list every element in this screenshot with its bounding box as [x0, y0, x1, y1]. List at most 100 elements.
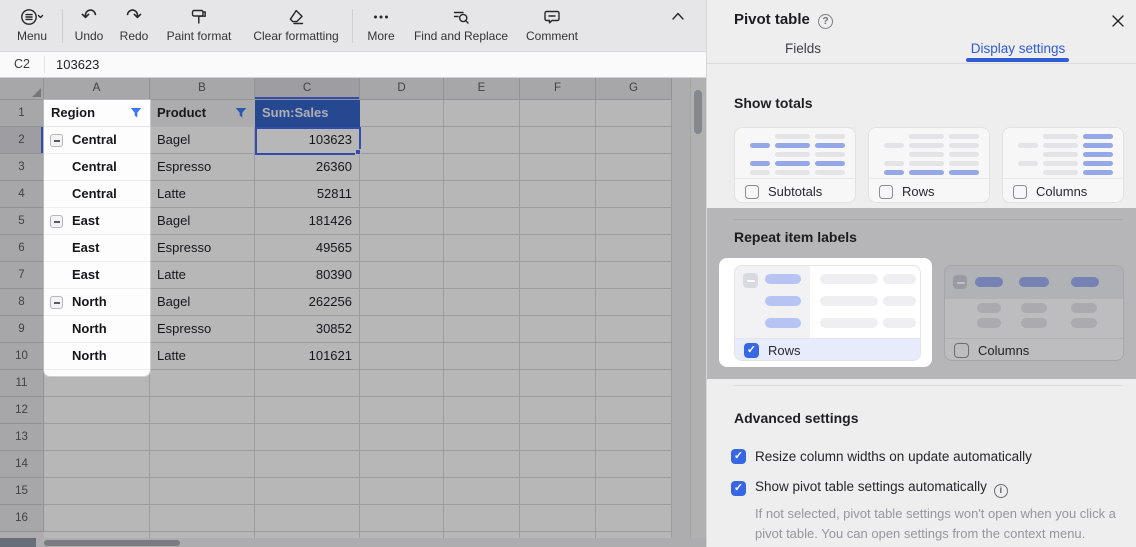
filter-icon[interactable] — [130, 107, 142, 119]
paint-format-button[interactable]: Paint format — [158, 5, 240, 49]
cell-b4[interactable]: Latte — [157, 186, 186, 201]
collapse-group-icon[interactable] — [50, 296, 63, 309]
cell-name-box[interactable]: C2 — [14, 57, 30, 71]
row-header-14[interactable]: 14 — [0, 451, 44, 478]
product-header-label: Product — [157, 105, 207, 120]
vertical-scrollbar[interactable] — [690, 78, 706, 538]
cell-c6[interactable]: 49565 — [315, 240, 352, 255]
toolbar-separator — [62, 9, 63, 43]
rows-totals-checkbox[interactable] — [879, 184, 893, 199]
comment-button[interactable]: Comment — [518, 5, 586, 49]
row-header-8[interactable]: 8 — [0, 289, 44, 316]
row-header-7[interactable]: 7 — [0, 262, 44, 289]
cell-a1-region-header[interactable]: Region — [44, 100, 150, 127]
row-header-12[interactable]: 12 — [0, 397, 44, 424]
cell-a2[interactable]: Central — [44, 127, 150, 154]
region-header-label: Region — [51, 105, 96, 120]
info-icon[interactable]: i — [993, 484, 1008, 498]
cell-c4[interactable]: 52811 — [316, 186, 352, 201]
resize-columns-option[interactable]: Resize column widths on update automatic… — [731, 449, 1032, 464]
column-header-g[interactable]: G — [596, 78, 672, 100]
select-all-corner[interactable] — [0, 78, 44, 100]
repeat-item-labels-heading: Repeat item labels — [734, 229, 857, 245]
cell-c1-values-header[interactable]: Sum:Sales — [255, 100, 360, 127]
column-header-d[interactable]: D — [360, 78, 444, 100]
columns-totals-checkbox[interactable] — [1013, 184, 1027, 199]
cell-a7[interactable]: East — [44, 262, 150, 289]
cell-a6[interactable]: East — [44, 235, 150, 262]
cell-b6[interactable]: Espresso — [157, 240, 212, 255]
toolbar-separator — [352, 9, 353, 43]
vertical-scrollbar-thumb[interactable] — [694, 90, 702, 134]
column-header-f[interactable]: F — [520, 78, 596, 100]
cell-c5[interactable]: 181426 — [308, 213, 352, 228]
resize-columns-checkbox[interactable] — [731, 449, 746, 464]
clear-formatting-button[interactable]: Clear formatting — [242, 5, 350, 49]
cell-c7[interactable]: 80390 — [315, 267, 352, 282]
row-header-1[interactable]: 1 — [0, 100, 44, 127]
close-icon[interactable] — [1109, 12, 1127, 30]
cell-a3[interactable]: Central — [44, 154, 150, 181]
collapse-group-icon[interactable] — [50, 215, 63, 228]
cell-a10[interactable]: North — [44, 343, 150, 370]
cell-a8[interactable]: North — [44, 289, 150, 316]
more-button[interactable]: More — [356, 5, 406, 49]
row-header-10[interactable]: 10 — [0, 343, 44, 370]
row-header-15[interactable]: 15 — [0, 478, 44, 505]
column-header-a[interactable]: A — [44, 78, 150, 100]
subtotals-checkbox[interactable] — [745, 184, 759, 199]
show-totals-subtotals-card[interactable]: Subtotals — [734, 127, 856, 203]
filter-icon[interactable] — [235, 107, 247, 119]
undo-button[interactable]: ↶ Undo — [66, 5, 112, 49]
row-header-6[interactable]: 6 — [0, 235, 44, 262]
collapse-group-icon[interactable] — [50, 134, 63, 147]
cell-c9[interactable]: 30852 — [315, 321, 352, 336]
row-header-5[interactable]: 5 — [0, 208, 44, 235]
region-label: East — [72, 213, 100, 228]
row-header-3[interactable]: 3 — [0, 154, 44, 181]
horizontal-scrollbar[interactable] — [36, 538, 706, 547]
tab-display-settings[interactable]: Display settings — [970, 41, 1066, 56]
repeat-rows-checkbox[interactable] — [744, 343, 759, 358]
cell-b9[interactable]: Espresso — [157, 321, 212, 336]
cell-a5[interactable]: East — [44, 208, 150, 235]
find-replace-button[interactable]: Find and Replace — [406, 5, 516, 49]
repeat-rows-card[interactable]: Rows — [734, 265, 921, 361]
column-header-e[interactable]: E — [444, 78, 520, 100]
repeat-columns-card[interactable]: Columns — [944, 265, 1124, 361]
row-header-2[interactable]: 2 — [0, 127, 44, 154]
repeat-columns-checkbox[interactable] — [954, 343, 969, 358]
row-header-13[interactable]: 13 — [0, 424, 44, 451]
column-header-c[interactable]: C — [255, 78, 360, 100]
cell-b10[interactable]: Latte — [157, 348, 186, 363]
redo-button[interactable]: ↷ Redo — [112, 5, 156, 49]
menu-button[interactable]: Menu — [6, 5, 58, 49]
cell-b7[interactable]: Latte — [157, 267, 186, 282]
show-settings-checkbox[interactable] — [731, 481, 746, 496]
horizontal-scrollbar-thumb[interactable] — [44, 539, 180, 546]
cell-b5[interactable]: Bagel — [157, 213, 191, 228]
cell-b3[interactable]: Espresso — [157, 159, 212, 174]
cell-b8[interactable]: Bagel — [157, 294, 191, 309]
cell-c8[interactable]: 262256 — [308, 294, 352, 309]
cell-c10[interactable]: 101621 — [308, 348, 352, 363]
cell-c2[interactable]: 103623 — [308, 132, 352, 147]
row-header-9[interactable]: 9 — [0, 316, 44, 343]
fill-handle[interactable] — [355, 149, 361, 155]
show-totals-columns-card[interactable]: Columns — [1002, 127, 1124, 203]
cell-a4[interactable]: Central — [44, 181, 150, 208]
cell-b2[interactable]: Bagel — [157, 132, 191, 147]
help-icon[interactable]: ? — [818, 14, 833, 29]
row-header-11[interactable]: 11 — [0, 370, 44, 397]
formula-input[interactable]: 103623 — [56, 57, 100, 72]
show-totals-rows-card[interactable]: Rows — [868, 127, 990, 203]
cell-c3[interactable]: 26360 — [315, 159, 352, 174]
tab-fields[interactable]: Fields — [784, 41, 821, 56]
row-header-4[interactable]: 4 — [0, 181, 44, 208]
row-header-16[interactable]: 16 — [0, 505, 44, 532]
collapse-toolbar-button[interactable] — [660, 4, 696, 48]
cell-a9[interactable]: North — [44, 316, 150, 343]
cell-b1-product-header[interactable]: Product — [150, 100, 255, 127]
column-header-b[interactable]: B — [150, 78, 255, 100]
